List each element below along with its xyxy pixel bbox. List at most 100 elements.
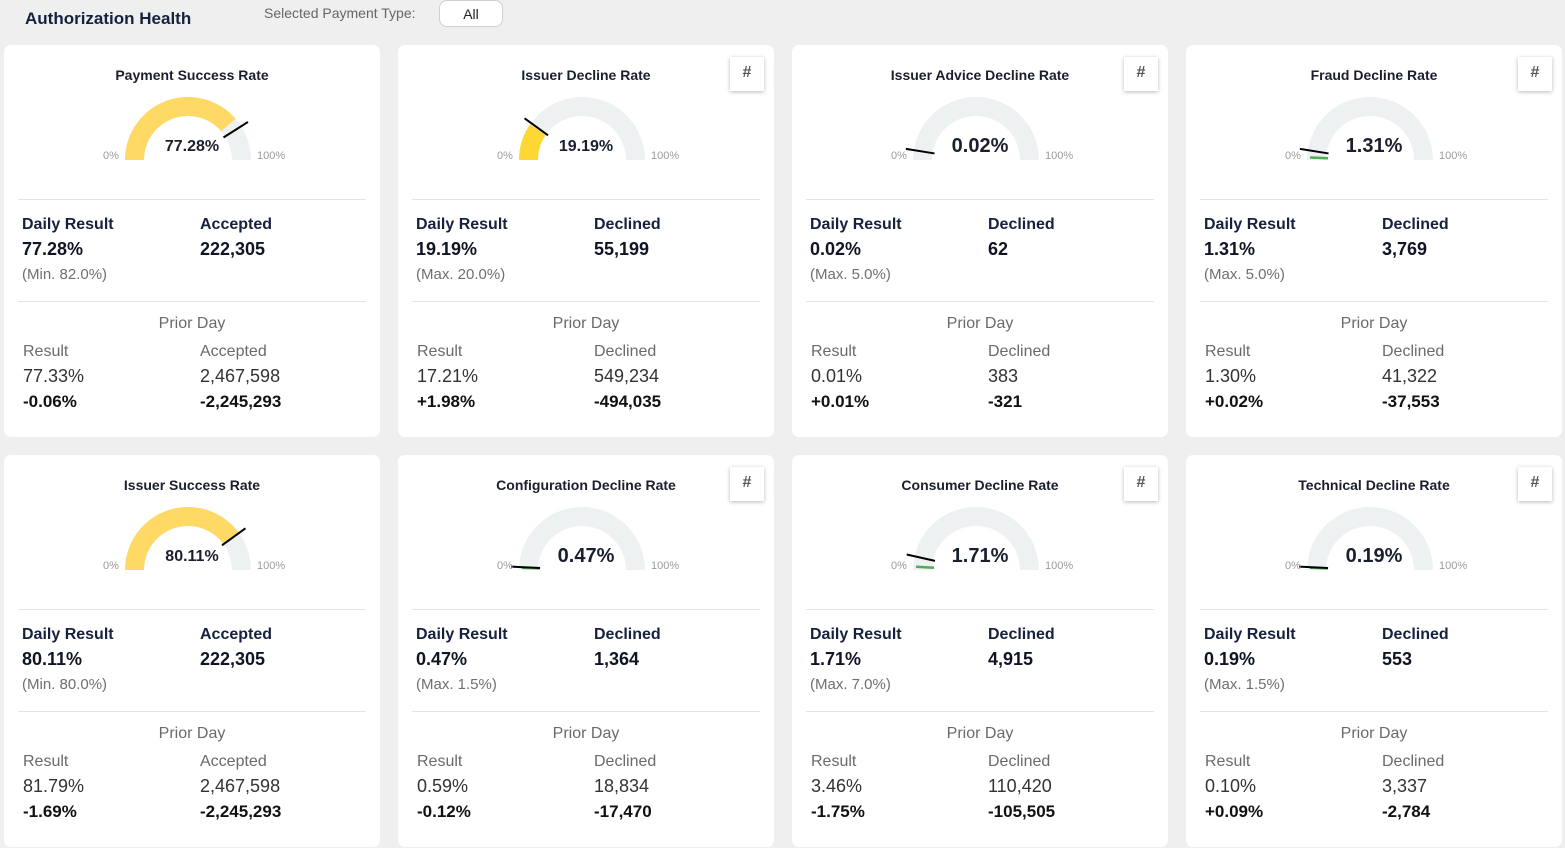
kpi-card: # Issuer Decline Rate 0% 100% 19.19% Dai…: [398, 45, 774, 437]
gauge-threshold-marker: [905, 147, 935, 155]
count-label: Declined: [594, 216, 661, 233]
daily-result-label: Daily Result: [1204, 216, 1296, 233]
gauge-track: [519, 97, 645, 160]
divider: [18, 609, 366, 610]
count-toggle-button[interactable]: #: [1124, 57, 1158, 91]
gauge-track: [913, 97, 1039, 160]
gauge-min-label: 0%: [1285, 150, 1301, 162]
page-title: Authorization Health: [25, 9, 192, 28]
divider: [806, 199, 1154, 200]
prior-result-label: Result: [811, 343, 857, 360]
card-title: Technical Decline Rate: [1298, 477, 1450, 493]
gauge-track: [1307, 97, 1433, 160]
count-value: 55,199: [594, 239, 650, 259]
gauge-threshold-marker: [222, 121, 249, 139]
prior-count-label: Declined: [988, 753, 1051, 770]
count-value: 3,769: [1382, 239, 1428, 259]
gauge-chart: [1299, 97, 1433, 160]
gauge-max-label: 100%: [651, 150, 680, 162]
card-title: Issuer Success Rate: [123, 477, 261, 493]
gauge-min-label: 0%: [891, 150, 907, 162]
gauge-max-label: 100%: [1045, 560, 1074, 572]
count-value: 4,915: [988, 649, 1034, 669]
gauge-max-label: 100%: [651, 560, 680, 572]
count-label: Declined: [988, 216, 1055, 233]
prior-day-heading: Prior Day: [1340, 725, 1408, 742]
gauge-max-label: 100%: [257, 560, 286, 572]
prior-day-heading: Prior Day: [158, 725, 226, 742]
divider: [412, 199, 760, 200]
gauge-value: 80.11%: [165, 548, 219, 565]
payment-type-filter-select[interactable]: All: [439, 0, 503, 27]
daily-result-label: Daily Result: [1204, 626, 1296, 643]
threshold-text: (Max. 1.5%): [1204, 676, 1285, 693]
kpi-card: # Issuer Advice Decline Rate 0% 100% 0.0…: [792, 45, 1168, 437]
gauge-value: 0.19%: [1345, 545, 1403, 567]
prior-day-heading: Prior Day: [946, 315, 1014, 332]
card-title: Issuer Advice Decline Rate: [890, 67, 1070, 83]
gauge-min-label: 0%: [1285, 560, 1301, 572]
prior-count-value: 41,322: [1382, 366, 1438, 386]
prior-result-value: 1.30%: [1205, 366, 1257, 386]
divider: [1200, 301, 1548, 302]
daily-result-value: 19.19%: [416, 239, 478, 259]
result-delta: +0.01%: [811, 392, 870, 411]
prior-day-heading: Prior Day: [158, 315, 226, 332]
prior-result-label: Result: [23, 343, 69, 360]
count-delta: -2,784: [1382, 802, 1431, 821]
count-delta: -17,470: [594, 802, 652, 821]
result-delta: -0.12%: [417, 802, 471, 821]
gauge-threshold-marker: [523, 117, 549, 137]
count-label: Accepted: [200, 216, 273, 233]
gauge-value-marker: [1309, 156, 1329, 160]
count-toggle-button[interactable]: #: [730, 467, 764, 501]
prior-result-label: Result: [1205, 753, 1251, 770]
gauge-chart: [905, 97, 1039, 160]
prior-count-value: 549,234: [594, 366, 660, 386]
prior-result-value: 3.46%: [811, 776, 863, 796]
gauge-value-marker: [916, 565, 935, 569]
gauge-threshold-marker: [1299, 565, 1329, 570]
count-toggle-button[interactable]: #: [1124, 467, 1158, 501]
gauge-chart: [906, 507, 1039, 570]
divider: [412, 609, 760, 610]
prior-count-value: 3,337: [1382, 776, 1428, 796]
count-value: 62: [988, 239, 1009, 259]
gauge-chart: [125, 97, 251, 160]
gauge-max-label: 100%: [1045, 150, 1074, 162]
divider: [806, 301, 1154, 302]
daily-result-value: 0.47%: [416, 649, 468, 669]
gauge-chart: [519, 97, 645, 160]
count-delta: -321: [988, 392, 1023, 411]
result-delta: +0.02%: [1205, 392, 1264, 411]
daily-result-label: Daily Result: [416, 216, 508, 233]
count-toggle-button[interactable]: #: [1518, 467, 1552, 501]
count-label: Accepted: [200, 626, 273, 643]
gauge-max-label: 100%: [1439, 150, 1468, 162]
prior-count-label: Declined: [988, 343, 1051, 360]
count-toggle-button[interactable]: #: [1518, 57, 1552, 91]
prior-day-heading: Prior Day: [552, 725, 620, 742]
gauge-chart: [125, 507, 251, 570]
daily-result-value: 1.31%: [1204, 239, 1256, 259]
card-title: Fraud Decline Rate: [1310, 67, 1438, 83]
count-label: Declined: [1382, 216, 1449, 233]
card-title: Consumer Decline Rate: [901, 477, 1059, 493]
card-title: Payment Success Rate: [115, 67, 269, 83]
prior-count-label: Accepted: [200, 753, 267, 770]
count-toggle-button[interactable]: #: [730, 57, 764, 91]
gauge-max-label: 100%: [257, 150, 286, 162]
divider: [18, 199, 366, 200]
result-delta: +0.09%: [1205, 802, 1264, 821]
result-delta: -1.69%: [23, 802, 77, 821]
count-value: 553: [1382, 649, 1413, 669]
prior-count-value: 2,467,598: [200, 776, 281, 796]
prior-result-value: 17.21%: [417, 366, 479, 386]
divider: [806, 609, 1154, 610]
daily-result-value: 80.11%: [22, 649, 83, 669]
result-delta: +1.98%: [417, 392, 476, 411]
count-delta: -494,035: [594, 392, 662, 411]
gauge-threshold-marker: [1299, 147, 1329, 155]
gauge-value: 0.47%: [557, 545, 615, 567]
threshold-text: (Min. 82.0%): [22, 266, 108, 283]
